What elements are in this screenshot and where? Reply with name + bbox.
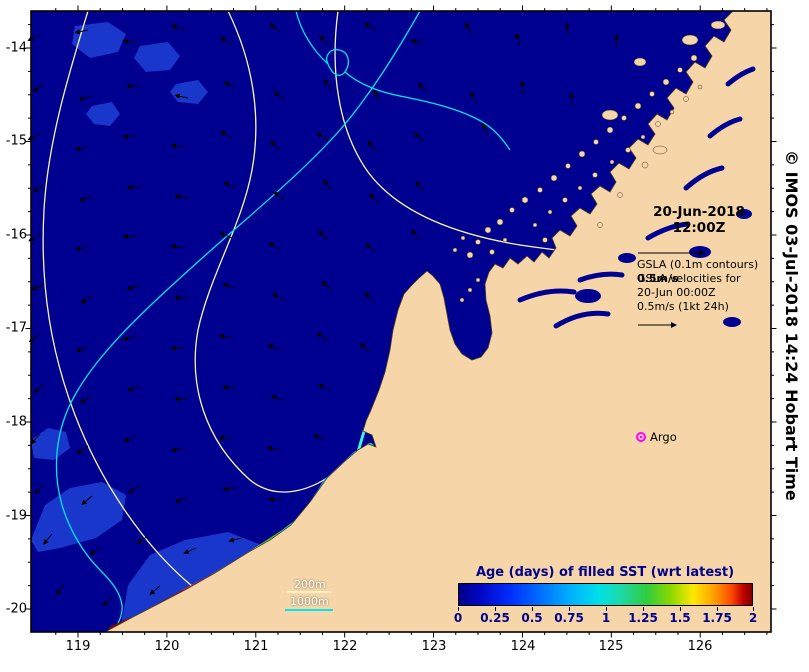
lat-tick-label: -15 [5, 133, 27, 149]
colorbar-tick-label: 2 [748, 611, 758, 625]
islands [452, 20, 726, 303]
lon-tick-label: 119 [65, 639, 91, 654]
lat-tick-label: -14 [5, 40, 27, 56]
argo-marker-icon [636, 432, 646, 442]
colorbar-tickmark [532, 607, 533, 611]
colorbar-tickmark [680, 607, 681, 611]
colorbar [458, 583, 753, 606]
colorbar-tick-label: 0.75 [554, 611, 584, 625]
lon-tick-label: 121 [243, 639, 269, 654]
colorbar-tickmark [569, 607, 570, 611]
plot-frame [30, 10, 772, 633]
imos-watermark: © IMOS 03-Jul-2018 14:24 Hobart Time [782, 150, 801, 501]
legend-200m-label: 200m [294, 578, 326, 591]
lon-tick-label: 126 [687, 639, 713, 654]
gsla-contours-label: GSLA (0.1m contours) [637, 258, 759, 271]
lon-tick-label: 123 [421, 639, 447, 654]
colorbar-tick-label: 1.25 [628, 611, 658, 625]
colorbar-tick-label: 0.25 [480, 611, 510, 625]
lat-tick-label: -16 [5, 227, 27, 243]
lon-tick-label: 122 [332, 639, 358, 654]
colorbar-tickmark [606, 607, 607, 611]
land-mainland [104, 10, 772, 633]
legend-1000m-label: 1000m [290, 595, 329, 608]
colorbar-tickmark [753, 607, 754, 611]
lon-tick-label: 125 [598, 639, 624, 654]
speed-label: 0.5m/s [637, 272, 679, 285]
colorbar-tick-label: 0 [453, 611, 463, 625]
gsla-velocities-label: GSLA velocities for [637, 272, 741, 285]
isobath-contours [55, 10, 511, 633]
map-time: 12:00Z [672, 220, 726, 236]
colorbar-tickmark [717, 607, 718, 611]
colorbar-tick-label: 1 [601, 611, 611, 625]
inlets [517, 66, 756, 329]
lon-tick-label: 124 [510, 639, 536, 654]
map-date-annotation: 20-Jun-2018 12:00Z [640, 204, 758, 236]
lat-tick-label: -19 [5, 508, 27, 524]
colorbar-tickmark [458, 607, 459, 611]
argo-label: Argo [650, 430, 677, 444]
colorbar-tickmark [643, 607, 644, 611]
colorbar-tick-label: 1.5 [669, 611, 691, 625]
lat-tick-label: -17 [5, 320, 27, 336]
lat-tick-label: -18 [5, 414, 27, 430]
colorbar-tick-label: 1.75 [702, 611, 732, 625]
gsla-overlap-line: GSLA velocities for 0.5m/s [637, 272, 787, 286]
velocity-date-label: 20-Jun 00:00Z [637, 286, 716, 299]
axis-ticks [25, 5, 777, 638]
lat-tick-label: -20 [5, 601, 27, 617]
colorbar-title: Age (days) of filled SST (wrt latest) [475, 565, 735, 580]
velocity-scale-label: 0.5m/s (1kt 24h) [637, 300, 729, 313]
colorbar-tickmark [495, 607, 496, 611]
colorbar-tick-label: 0.5 [521, 611, 543, 625]
map-date: 20-Jun-2018 [653, 204, 745, 220]
gsla-legend: GSLA (0.1m contours) GSLA velocities for… [637, 258, 787, 314]
lon-tick-label: 120 [154, 639, 180, 654]
